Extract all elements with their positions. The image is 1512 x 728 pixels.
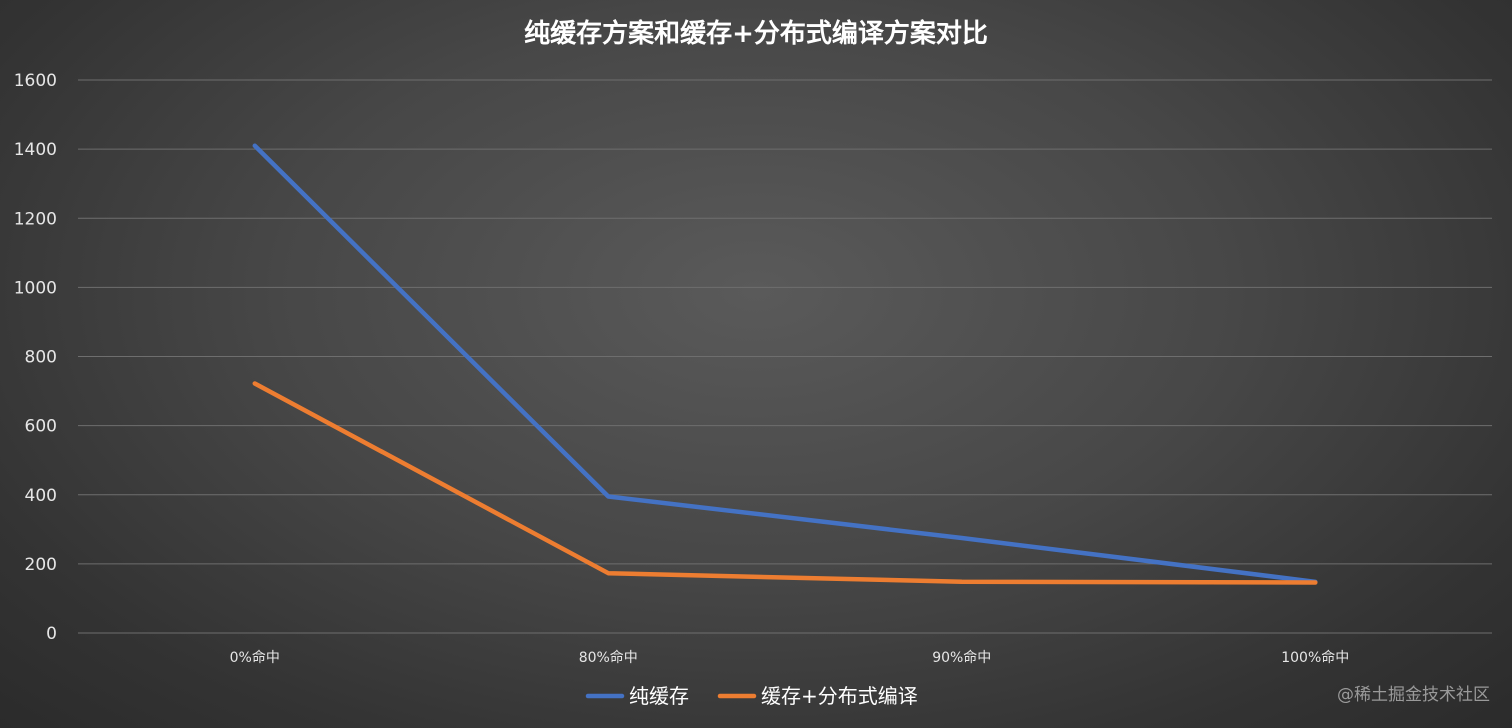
y-tick-label: 1400 bbox=[14, 140, 57, 160]
y-tick-label: 1200 bbox=[14, 209, 57, 229]
x-tick-label: 100%命中 bbox=[1281, 649, 1349, 666]
y-tick-label: 600 bbox=[25, 417, 57, 437]
legend: 纯缓存 缓存+分布式编译 bbox=[585, 684, 918, 708]
x-tick-label: 80%命中 bbox=[579, 649, 638, 666]
y-tick-label: 0 bbox=[46, 624, 57, 644]
x-axis-ticks: 0%命中 80%命中 90%命中 100%命中 bbox=[230, 649, 1350, 666]
x-tick-label: 0%命中 bbox=[230, 649, 280, 666]
series-line-2 bbox=[252, 381, 1318, 585]
legend-label: 纯缓存 bbox=[629, 684, 689, 708]
x-tick-label: 90%命中 bbox=[932, 649, 991, 666]
legend-label: 缓存+分布式编译 bbox=[761, 684, 918, 708]
y-tick-label: 200 bbox=[25, 555, 57, 575]
data-point bbox=[253, 381, 257, 385]
legend-item: 缓存+分布式编译 bbox=[717, 684, 918, 708]
data-point bbox=[606, 571, 610, 575]
y-tick-label: 1600 bbox=[14, 71, 57, 91]
y-axis-ticks: 0 200 400 600 800 1000 1200 1400 1600 bbox=[14, 71, 57, 644]
data-point bbox=[253, 144, 257, 148]
data-point bbox=[960, 536, 964, 540]
y-tick-label: 1000 bbox=[14, 278, 57, 298]
gridlines bbox=[78, 79, 1492, 634]
data-point bbox=[960, 580, 964, 584]
data-point bbox=[606, 494, 610, 498]
series-lines bbox=[252, 143, 1318, 585]
series-line-1 bbox=[252, 143, 1318, 585]
watermark-text: @稀土掘金技术社区 bbox=[1337, 685, 1490, 705]
data-point bbox=[1313, 581, 1317, 585]
y-tick-label: 400 bbox=[25, 486, 57, 506]
chart-title: 纯缓存方案和缓存+分布式编译方案对比 bbox=[524, 18, 988, 49]
y-tick-label: 800 bbox=[25, 348, 57, 368]
legend-item: 纯缓存 bbox=[585, 684, 689, 708]
